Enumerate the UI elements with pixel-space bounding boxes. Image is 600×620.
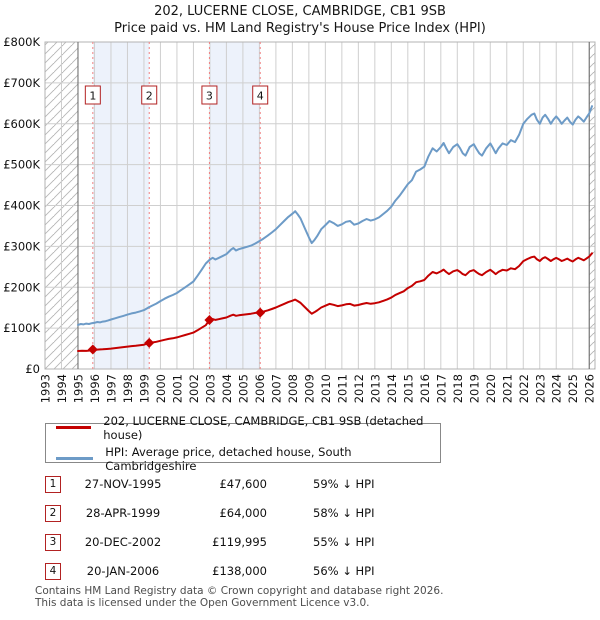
x-tick-label: 2012 [352,374,366,403]
x-tick-label: 2007 [269,374,283,403]
table-row: 3 20-DEC-2002 £119,995 55% ↓ HPI [45,534,465,551]
chart-legend: 202, LUCERNE CLOSE, CAMBRIDGE, CB1 9SB (… [45,414,441,473]
y-tick-label: £400K [3,199,40,213]
x-tick-label: 2005 [236,374,250,403]
sale-marker [255,307,266,318]
x-tick-label: 2000 [154,374,168,403]
sale-date: 27-NOV-1995 [84,477,162,491]
x-tick-label: 2010 [319,374,333,403]
y-tick-label: £200K [3,280,40,294]
y-tick-label: £600K [3,117,40,131]
x-tick-label: 2020 [484,374,498,403]
y-tick-label: £0 [25,362,40,376]
sale-vs-hpi: 55% ↓ HPI [313,535,375,549]
license-line-1: Contains HM Land Registry data © Crown c… [35,585,444,597]
legend-label: HPI: Average price, detached house, Sout… [105,444,352,473]
y-tick-label: £800K [3,35,40,49]
x-tick-label: 1997 [104,374,118,403]
y-tick-label: £700K [3,76,40,90]
table-row: 2 28-APR-1999 £64,000 58% ↓ HPI [45,505,465,522]
sale-date: 20-JAN-2006 [86,564,160,578]
sale-marker [87,344,98,355]
x-tick-label: 1993 [39,374,53,403]
price-paid-line [77,252,593,352]
price-paid-line-swatch [56,426,92,429]
sale-number: 3 [206,90,213,103]
sale-price: £64,000 [219,506,267,520]
table-row: 4 20-JAN-2006 £138,000 56% ↓ HPI [45,563,465,580]
x-tick-label: 2014 [385,374,399,403]
x-tick-label: 1995 [71,374,85,403]
license-note: Contains HM Land Registry data © Crown c… [35,585,595,609]
x-tick-label: 2006 [253,374,267,403]
sale-price: £47,600 [219,477,267,491]
license-line-2: This data is licensed under the Open Gov… [35,596,370,609]
legend-item-price-paid: 202, LUCERNE CLOSE, CAMBRIDGE, CB1 9SB (… [56,414,440,442]
sale-marker [204,314,215,325]
sale-number-badge: 3 [45,534,61,551]
x-tick-label: 2026 [583,374,597,403]
x-tick-label: 1998 [121,374,135,403]
x-tick-label: 2025 [566,374,580,403]
sale-number-box [252,85,269,105]
sale-date: 28-APR-1999 [85,506,161,520]
sale-date: 20-DEC-2002 [84,535,162,549]
sale-vs-hpi: 59% ↓ HPI [313,477,375,491]
x-tick-label: 2021 [500,374,514,403]
x-tick-label: 2022 [517,374,531,403]
page-subtitle: Price paid vs. HM Land Registry's House … [114,21,486,36]
price-history-chart: 1 2 3 4 £0 £100K £200K £300K £400K £500K £600K £700… [3,35,597,403]
x-tick-label: 2001 [170,374,184,403]
x-tick-label: 2016 [418,374,432,403]
sale-number: 1 [89,90,96,103]
x-tick-label: 1994 [55,374,69,403]
x-tick-label: 2013 [368,374,382,403]
table-row: 1 27-NOV-1995 £47,600 59% ↓ HPI [45,476,465,493]
hpi-line-swatch [56,457,94,460]
sale-vs-hpi: 58% ↓ HPI [313,506,375,520]
sale-vs-hpi: 56% ↓ HPI [313,564,375,578]
x-tick-label: 2008 [286,374,300,403]
x-tick-label: 1999 [137,374,151,403]
y-tick-label: £500K [3,158,40,172]
page-title: 202, LUCERNE CLOSE, CAMBRIDGE, CB1 9SB [154,4,446,19]
y-tick-label: £300K [3,239,40,253]
sale-marker [144,337,155,348]
sale-number-box [84,85,101,105]
sale-number-badge: 4 [45,563,61,580]
x-tick-label: 2023 [533,374,547,403]
x-tick-label: 2002 [187,374,201,403]
x-tick-label: 2003 [203,374,217,403]
sale-price: £138,000 [212,564,267,578]
x-tick-label: 2011 [335,374,349,403]
legend-item-hpi: HPI: Average price, detached house, Sout… [56,445,440,473]
hpi-line [77,105,593,326]
x-tick-label: 2009 [302,374,316,403]
x-tick-label: 2019 [467,374,481,403]
x-tick-label: 2017 [434,374,448,403]
y-tick-label: £100K [3,321,40,335]
legend-label: 202, LUCERNE CLOSE, CAMBRIDGE, CB1 9SB (… [103,413,424,442]
sale-number: 2 [146,90,153,103]
sale-price: £119,995 [212,535,267,549]
sale-number: 4 [257,90,264,103]
x-tick-label: 2004 [220,374,234,403]
x-tick-label: 2018 [451,374,465,403]
x-tick-label: 1996 [88,374,102,403]
sale-number-badge: 1 [45,476,61,493]
sale-number-box [201,85,218,105]
sale-number-badge: 2 [45,505,61,522]
x-tick-label: 2015 [401,374,415,403]
x-tick-label: 2024 [550,374,564,403]
sale-number-box [141,85,158,105]
plot-border [44,41,596,370]
